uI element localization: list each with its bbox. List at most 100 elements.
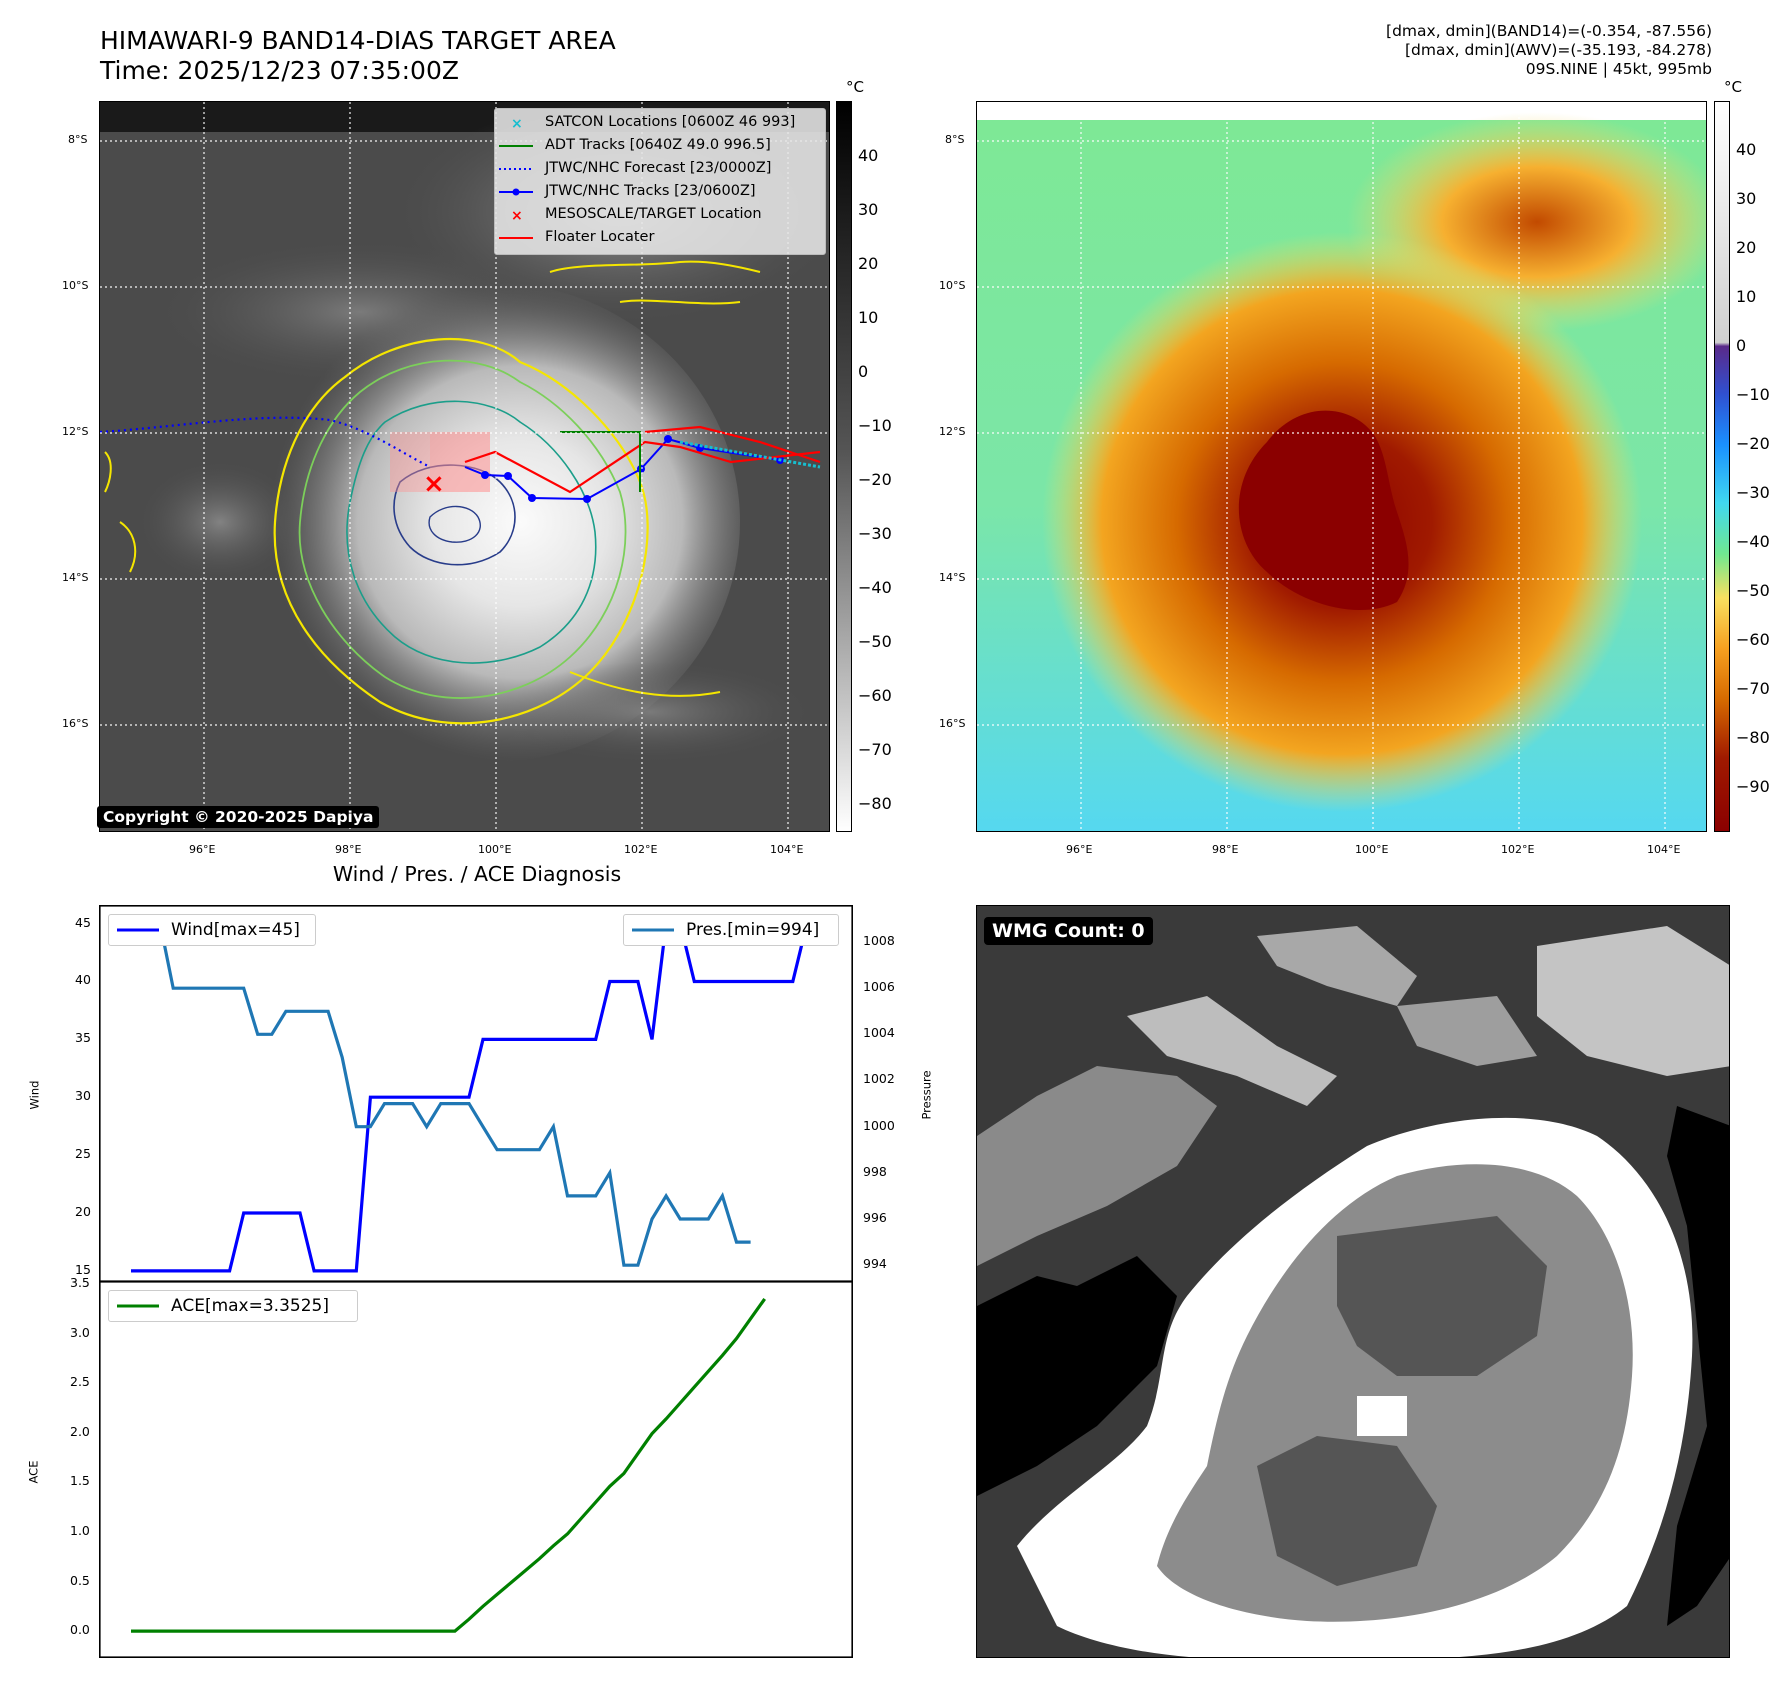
lat-label: 12°S [62,425,89,438]
svg-text:×: × [511,208,523,222]
colorbar-tick: −90 [1736,777,1770,796]
pressure-legend: Pres.[min=994] [623,914,839,946]
wind-ytick-label: 40 [75,972,91,988]
colorbar-tick: 20 [858,254,879,273]
colorbar-tick: −50 [858,632,892,651]
lon-label: 100°E [1355,843,1389,856]
lon-label: 104°E [770,843,804,856]
legend-label: JTWC/NHC Tracks [23/0600Z] [545,183,756,199]
wind-ytick-label: 30 [75,1088,91,1104]
colorbar-tick: −30 [858,524,892,543]
wind-ytick-label: 35 [75,1030,91,1046]
colorbar-tick: −20 [1736,434,1770,453]
stats-band14: [dmax, dmin](BAND14)=(-0.354, -87.556) [1386,22,1712,40]
lon-label: 96°E [189,843,216,856]
colorbar-unit: °C [1724,78,1742,96]
pressure-legend-label: Pres.[min=994] [686,920,820,940]
colorbar-tick: −80 [858,794,892,813]
colorbar-tick: −80 [1736,728,1770,747]
colorbar-tick: −10 [858,416,892,435]
colorbar-tick: −10 [1736,385,1770,404]
legend-item-satcon: × SATCON Locations [0600Z 46 993] [495,112,825,134]
ace-ytick-label: 3.5 [70,1275,90,1290]
ace-ytick-label: 3.0 [70,1324,90,1340]
wind-ytick-label: 20 [75,1204,91,1219]
ace-ytick-label: 0.5 [70,1572,90,1588]
legend-label: JTWC/NHC Forecast [23/0000Z] [545,160,772,176]
lat-label: 12°S [939,425,966,438]
ace-legend: ACE[max=3.3525] [108,1290,358,1322]
legend-label: MESOSCALE/TARGET Location [545,206,762,222]
lat-label: 16°S [62,717,89,730]
lon-label: 104°E [1647,843,1681,856]
colorbar-tick: −60 [858,686,892,705]
colorbar-tick: 40 [1736,140,1757,159]
stats-block: [dmax, dmin](BAND14)=(-0.354, -87.556) [… [1386,22,1712,79]
colorbar-tick: −20 [858,470,892,489]
wind-legend-label: Wind[max=45] [171,920,300,940]
colorbar-tick: 0 [1736,336,1747,355]
colorbar-tick: 40 [858,146,879,165]
lon-label: 102°E [624,843,658,856]
pressure-ytick-label: 1004 [863,1025,895,1041]
wind-series-line [131,922,821,1273]
pressure-ytick-label: 1006 [863,979,895,995]
lat-label: 10°S [62,279,89,292]
pressure-series-line [131,917,751,1267]
legend-item-tracks: JTWC/NHC Tracks [23/0600Z] [495,181,825,203]
ace-axis-title: ACE [26,1460,41,1484]
legend-label: Floater Locater [545,229,655,245]
figure-title: HIMAWARI-9 BAND14-DIAS TARGET AREA Time:… [100,26,616,86]
diagnosis-title: Wind / Pres. / ACE Diagnosis [332,862,622,886]
ace-ytick-label: 1.5 [70,1473,90,1489]
pressure-ytick-label: 996 [863,1209,887,1225]
svg-text:×: × [511,116,523,130]
svg-text:×: × [423,469,445,499]
ir-colorbar [836,101,852,832]
wind-legend: Wind[max=45] [108,914,316,946]
ace-ytick-label: 2.5 [70,1374,90,1390]
stats-awv: [dmax, dmin](AWV)=(-35.193, -84.278) [1405,41,1712,59]
colorbar-tick: −40 [1736,532,1770,551]
lat-label: 16°S [939,717,966,730]
wmg-panel[interactable] [976,905,1730,1658]
colorbar-tick: 20 [1736,238,1757,257]
colorbar-tick: −40 [858,578,892,597]
title-line-2: Time: 2025/12/23 07:35:00Z [100,56,459,85]
colorbar-tick: 0 [858,362,869,381]
legend-item-adt: ADT Tracks [0640Z 49.0 996.5] [495,135,825,157]
pressure-ytick-label: 1008 [863,933,895,948]
legend-label: SATCON Locations [0600Z 46 993] [545,114,796,130]
ace-legend-label: ACE[max=3.3525] [171,1296,329,1316]
lon-label: 98°E [335,843,362,856]
pressure-ytick-label: 1000 [863,1117,895,1133]
colorbar-tick: 10 [858,308,879,327]
title-line-1: HIMAWARI-9 BAND14-DIAS TARGET AREA [100,26,616,55]
colorbar-tick: −70 [1736,679,1770,698]
colorbar-tick: −70 [858,740,892,759]
colorbar-tick: −60 [1736,630,1770,649]
legend-item-target: × MESOSCALE/TARGET Location [495,204,825,226]
enhanced-ir-colorbar [1714,101,1730,832]
legend-item-floater: Floater Locater [495,227,825,249]
pressure-ytick-label: 998 [863,1163,887,1179]
wind-axis-title: Wind [27,1080,42,1110]
wmg-count-badge: WMG Count: 0 [984,917,1153,945]
lon-label: 96°E [1066,843,1093,856]
colorbar-tick: 30 [1736,189,1757,208]
ace-plot[interactable] [99,1281,853,1658]
lon-label: 98°E [1212,843,1239,856]
wind-pressure-plot[interactable] [99,905,853,1282]
wind-ytick-label: 45 [75,914,91,930]
enhanced-ir-map-panel[interactable] [976,101,1707,832]
ace-ytick-label: 0.0 [70,1622,90,1638]
pressure-ytick-label: 994 [863,1256,887,1272]
legend-item-forecast: JTWC/NHC Forecast [23/0000Z] [495,158,825,180]
wind-ytick-label: 25 [75,1146,91,1162]
pressure-axis-title: Pressure [919,1070,934,1120]
lat-label: 8°S [68,133,88,146]
lat-label: 8°S [945,133,965,146]
wind-ytick-label: 15 [75,1261,91,1277]
ir-map-panel[interactable]: × [99,101,830,832]
wind-plot-frame [99,905,853,1282]
